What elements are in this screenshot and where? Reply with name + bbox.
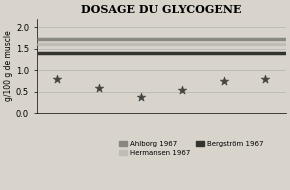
Point	[55, 77, 60, 80]
Point	[138, 95, 143, 98]
Title: DOSAGE DU GLYCOGENE: DOSAGE DU GLYCOGENE	[81, 4, 242, 15]
Point	[221, 79, 226, 82]
Point	[97, 87, 101, 90]
Point	[263, 77, 267, 80]
Point	[180, 89, 184, 92]
Legend: Ahlborg 1967, Hermansen 1967, Bergström 1967: Ahlborg 1967, Hermansen 1967, Bergström …	[116, 138, 266, 159]
Y-axis label: g/100 g de muscle: g/100 g de muscle	[4, 31, 13, 101]
